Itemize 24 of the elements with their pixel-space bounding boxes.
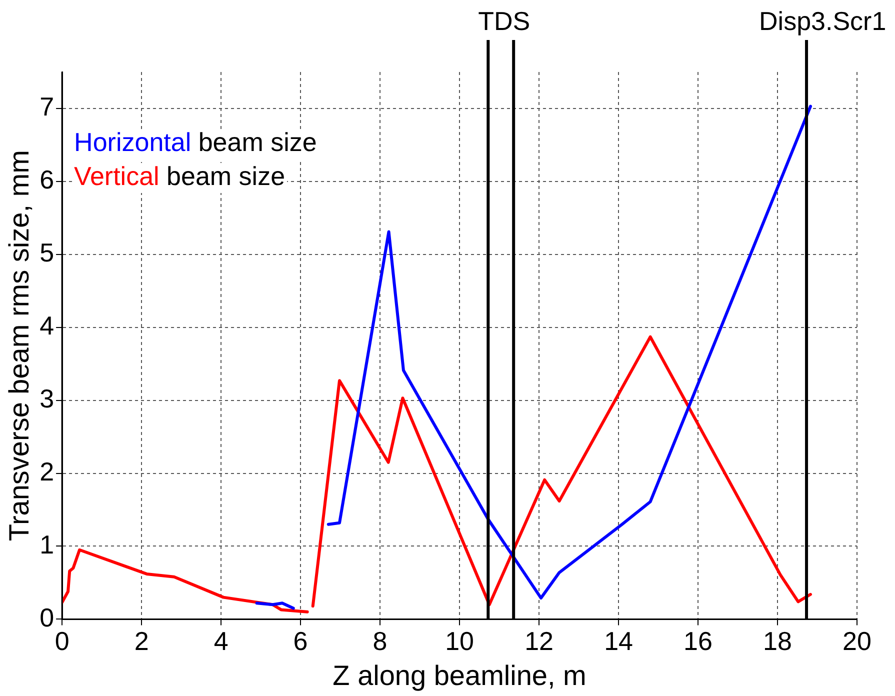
x-tick-label: 6 — [293, 626, 308, 656]
x-tick-label: 10 — [445, 626, 474, 656]
x-tick-label: 8 — [372, 626, 388, 656]
x-tick-label: 18 — [763, 626, 792, 656]
ref-line-label: Disp3.Scr1 — [759, 6, 886, 36]
x-tick-label: 14 — [604, 626, 633, 656]
x-tick-label: 12 — [524, 626, 554, 656]
y-tick-label: 4 — [40, 310, 54, 341]
y-tick-label: 7 — [40, 92, 54, 122]
x-tick-label: 2 — [134, 626, 149, 656]
x-tick-label: 4 — [214, 626, 228, 656]
y-tick-label: 2 — [40, 456, 54, 486]
y-axis-title: Transverse beam rms size, mm — [4, 150, 35, 542]
x-axis-title: Z along beamline, m — [332, 660, 586, 691]
y-tick-label: 3 — [40, 383, 54, 414]
y-tick-label: 1 — [40, 529, 54, 560]
x-tick-label: 20 — [842, 626, 872, 656]
y-tick-label: 5 — [40, 238, 54, 268]
text: Vertical beam size — [74, 161, 286, 192]
ref-line-label: TDS — [478, 6, 530, 36]
text: Horizontal beam size — [74, 127, 317, 158]
y-tick-label: 6 — [40, 164, 54, 195]
y-tick-label: 0 — [40, 602, 54, 632]
x-tick-label: 16 — [684, 626, 712, 656]
